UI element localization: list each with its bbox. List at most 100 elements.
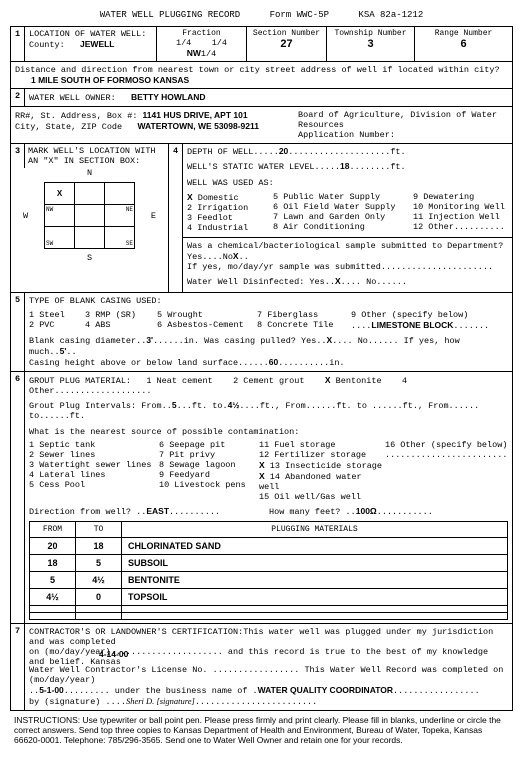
title-main: WATER WELL PLUGGING RECORD [100, 10, 240, 20]
compass-s: S [11, 253, 168, 263]
cert-sig: Sheri D. [signature] [126, 696, 195, 706]
col-from: FROM [30, 522, 76, 538]
location-row: 1 LOCATION OF WATER WELL: County: JEWELL… [11, 27, 512, 62]
r4-mat [122, 606, 508, 613]
frac2: 1/4 [212, 38, 227, 48]
casing-wrought: 5 Wrought [157, 310, 257, 320]
domestic-x: X [187, 192, 193, 202]
table-row: 2018CHLORINATED SAND [30, 538, 508, 555]
col-to: TO [76, 522, 122, 538]
section-num-6: 6 [11, 372, 25, 623]
opt-lawn: 7 Lawn and Garden Only [273, 212, 413, 222]
r5-to [76, 613, 122, 620]
dir-label: Direction from well? [29, 507, 131, 517]
mark-label: MARK WELL'S LOCATION WITH [28, 146, 156, 156]
table-row: 4½0TOPSOIL [30, 589, 508, 606]
diam-pulled: in. Was casing pulled? Yes [184, 336, 317, 346]
c-abandoned: 14 Abandoned water well [259, 472, 362, 492]
casing-abs: 4 ABS [85, 320, 157, 330]
grid-sw: SW [45, 227, 75, 249]
frac1: 1/4 [176, 38, 191, 48]
cert-bus-lbl: under the business name of [115, 686, 248, 696]
grout-section: 6 GROUT PLUG MATERIAL: 1 Neat cement 2 C… [11, 372, 512, 624]
form-body: 1 LOCATION OF WATER WELL: County: JEWELL… [10, 26, 513, 711]
r5-from [30, 613, 76, 620]
grout-to: 4½ [228, 400, 240, 410]
depth-label: DEPTH OF WELL [187, 147, 253, 157]
opt-public: 5 Public Water Supply [273, 192, 413, 202]
opt-dewatering: 9 Dewatering [413, 192, 505, 202]
board-label: Board of Agriculture, Division of Water … [298, 110, 508, 130]
casing-pvc: 2 PVC [29, 320, 85, 330]
feet-value: 100Ω [356, 506, 377, 516]
cert-bus: WATER QUALITY COORDINATOR [258, 685, 393, 695]
diam-much: 5' [60, 346, 67, 356]
chem-no: No [223, 252, 233, 262]
grout-neat: 1 Neat cement [146, 376, 212, 386]
form-header: WATER WELL PLUGGING RECORD Form WWC-5P K… [10, 10, 513, 20]
c-fertilizer: 12 Fertilizer storage [259, 450, 385, 460]
grid-nw: NW [45, 205, 75, 227]
township-header: Township Number [331, 29, 410, 38]
opt-injection: 11 Injection Well [413, 212, 505, 222]
diam-label: Blank casing diameter [29, 336, 136, 346]
disinf-x: X [335, 276, 341, 286]
city-value: WATERTOWN, WE 53098-9211 [137, 121, 259, 131]
height-unit: in. [329, 358, 344, 368]
owner-section: 2 WATER WELL OWNER: BETTY HOWLAND [11, 89, 512, 107]
r0-to: 18 [76, 538, 122, 555]
addr-value: 1141 HUS DRIVE, APT 101 [143, 110, 248, 120]
diam-no: No [358, 336, 368, 346]
grout-int-lbl: Grout Plug Intervals: From [29, 401, 162, 411]
county-label: County: [29, 40, 65, 50]
grout-x: X [325, 375, 331, 385]
township-value: 3 [331, 38, 410, 50]
compass-n: N [11, 168, 168, 178]
ksa-number: KSA 82a-1212 [358, 10, 423, 20]
distance-section: Distance and direction from nearest town… [11, 62, 512, 89]
section-num-1: 1 [11, 27, 25, 61]
grid-x: X [45, 183, 75, 205]
casing-rmp: 3 RMP (SR) [85, 310, 157, 320]
chem-date-label: If yes, mo/day/yr sample was submitted [187, 262, 381, 272]
opt-irrigation: Irrigation [197, 203, 248, 213]
disinf-label: Water Well Disinfected: Yes [187, 277, 325, 287]
county-value: JEWELL [80, 39, 114, 49]
distance-label: Distance and direction from nearest town… [15, 65, 508, 75]
casing-section: 5 TYPE OF BLANK CASING USED: 1 Steel2 PV… [11, 293, 512, 372]
table-row [30, 606, 508, 613]
location-grid: X NWNE SWSE [44, 182, 135, 249]
table-row: 54½BENTONITE [30, 572, 508, 589]
opt-oilfield: 6 Oil Field Water Supply [273, 202, 413, 212]
section-num-7: 7 [11, 624, 25, 710]
r0-from: 20 [30, 538, 76, 555]
c-lateral: 4 Lateral lines [29, 470, 159, 480]
grout-from: 5 [172, 400, 177, 410]
r0-mat: CHLORINATED SAND [122, 538, 508, 555]
fraction-header: Fraction [161, 29, 242, 38]
casing-other-lbl: 9 Other (specify below) [351, 310, 489, 320]
opt-industrial: Industrial [197, 223, 248, 233]
c-lagoon: 8 Sewage lagoon [159, 460, 259, 470]
opt-ac: 8 Air Conditioning [273, 222, 413, 232]
compass-e: E [151, 211, 156, 221]
c-seepage: 6 Seepage pit [159, 440, 259, 450]
disinf-no: No [366, 277, 376, 287]
r3-mat: TOPSOIL [122, 589, 508, 606]
owner-addr-section: RR#, St. Address, Box #: 1141 HUS DRIVE,… [11, 107, 512, 144]
c14-x: X [259, 471, 265, 481]
height-value: 60 [269, 357, 278, 367]
c-watertight: 3 Watertight sewer lines [29, 460, 159, 470]
section-num-5: 5 [11, 293, 25, 371]
c-septic: 1 Septic tank [29, 440, 159, 450]
casing-concrete: 8 Concrete Tile [257, 320, 351, 330]
depth-unit: ft. [390, 147, 405, 157]
contam-label: What is the nearest source of possible c… [29, 427, 508, 437]
r1-to: 5 [76, 555, 122, 572]
frac2v: NW [187, 48, 201, 58]
distance-value: 1 MILE SOUTH OF FORMOSO KANSAS [15, 75, 508, 85]
c-cess: 5 Cess Pool [29, 480, 159, 490]
form-page: WATER WELL PLUGGING RECORD Form WWC-5P K… [10, 10, 513, 750]
diam-value: 3' [146, 335, 153, 345]
c-fuel: 11 Fuel storage [259, 440, 385, 450]
